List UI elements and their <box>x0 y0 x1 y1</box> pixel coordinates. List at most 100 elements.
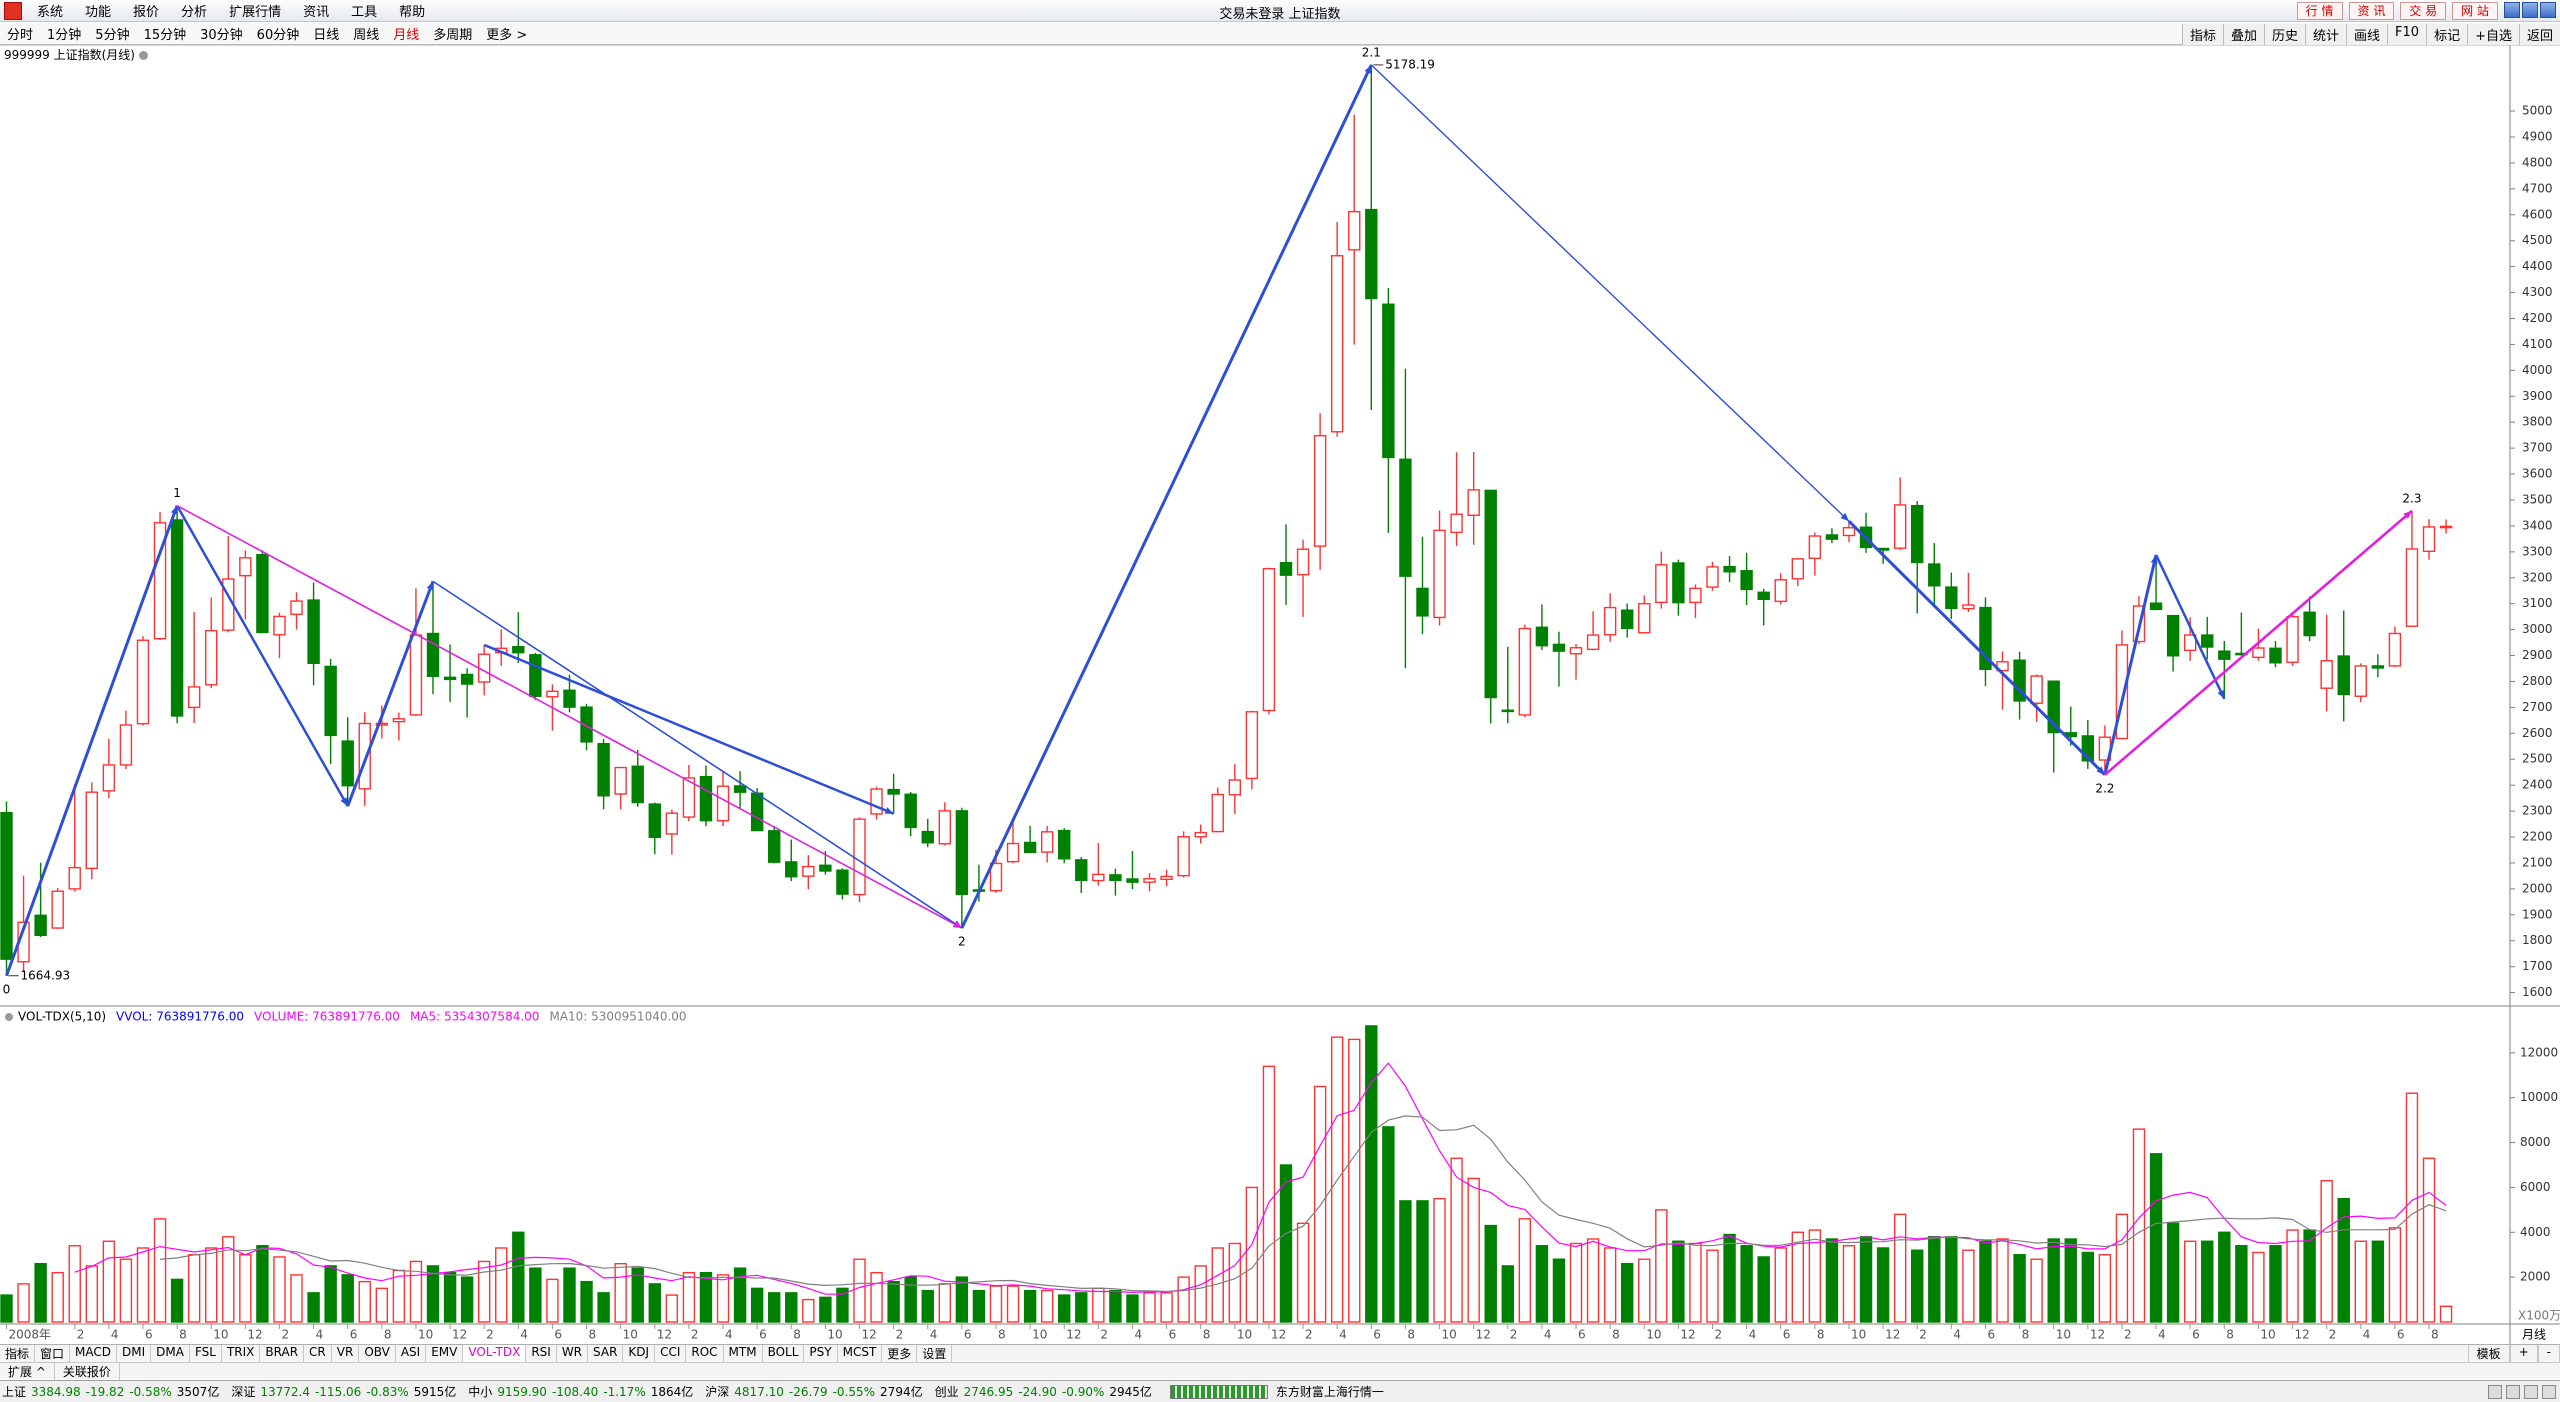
menu-item[interactable]: 工具 <box>351 5 378 20</box>
period-button[interactable]: 60分钟 <box>256 28 300 43</box>
candle-body <box>648 803 661 838</box>
index-change: -24.90 <box>1018 1385 1057 1399</box>
maximize-button[interactable] <box>2522 2 2538 18</box>
header-button[interactable]: 网 站 <box>2452 2 2498 20</box>
x-tick-label: 4 <box>2363 1328 2371 1342</box>
status-icon[interactable] <box>2524 1385 2538 1399</box>
indicator-tab[interactable]: MCST <box>838 1345 883 1362</box>
candle-body <box>443 676 457 681</box>
index-price: 3384.98 <box>31 1385 81 1399</box>
indicator-tab[interactable]: CR <box>304 1345 332 1362</box>
toolbar: 分时 1分钟 5分钟 15分钟 30分钟 60分钟 日线 周线 月线 多周期 更多 > 指标 叠加 历史… <box>0 23 2560 45</box>
indicator-tab[interactable]: DMI <box>117 1345 152 1362</box>
tool-button[interactable]: 画线 <box>2346 24 2388 45</box>
period-button[interactable]: 更多 > <box>486 28 528 43</box>
tool-button[interactable]: 返回 <box>2518 24 2560 45</box>
volume-bar <box>972 1289 986 1323</box>
indicator-tab[interactable]: VR <box>332 1345 360 1362</box>
menu-item[interactable]: 帮助 <box>399 5 426 20</box>
volume-bar <box>307 1292 320 1323</box>
menu-item[interactable]: 扩展行情 <box>229 5 282 20</box>
index-percent: -0.58% <box>129 1385 172 1399</box>
header-button[interactable]: 交 易 <box>2400 2 2447 20</box>
indicator-tab[interactable]: 更多 <box>882 1345 918 1362</box>
close-button[interactable] <box>2540 2 2556 18</box>
candle-body <box>1143 878 1156 883</box>
index-amount: 5915亿 <box>413 1385 457 1399</box>
indicator-tab[interactable]: OBV <box>359 1345 396 1362</box>
indicator-tab[interactable]: EMV <box>426 1345 464 1362</box>
status-icon[interactable] <box>2506 1385 2520 1399</box>
trend-arrow <box>1840 512 1849 522</box>
indicator-tab[interactable]: VOL-TDX <box>463 1345 527 1362</box>
period-button[interactable]: 1分钟 <box>47 28 82 43</box>
period-button[interactable]: 5分钟 <box>95 28 130 43</box>
indicator-tab[interactable]: ASI <box>396 1345 427 1362</box>
template-button[interactable]: - <box>2537 1345 2560 1362</box>
volume-bar <box>512 1231 525 1323</box>
header-button[interactable]: 行 情 <box>2296 2 2343 20</box>
volume-bar <box>17 1283 30 1323</box>
volume-bar <box>1365 1025 1378 1323</box>
x-tick-label: 6 <box>1987 1328 1995 1342</box>
volume-bar <box>1774 1247 1787 1323</box>
indicator-tab[interactable]: KDJ <box>623 1345 656 1362</box>
y-tick-label: 4400 <box>2522 259 2553 273</box>
candle-body <box>1774 579 1787 603</box>
extension-tab[interactable]: 扩展 ^ <box>0 1362 55 1380</box>
tool-button[interactable]: 统计 <box>2305 24 2347 45</box>
indicator-tab[interactable]: DMA <box>151 1345 190 1362</box>
menu-item[interactable]: 资讯 <box>303 5 330 20</box>
period-button[interactable]: 多周期 <box>433 28 473 43</box>
volume-bar <box>546 1278 559 1323</box>
tool-button[interactable]: 历史 <box>2263 24 2305 45</box>
menu-item[interactable]: 分析 <box>181 5 208 20</box>
indicator-tab[interactable]: FSL <box>190 1345 222 1362</box>
candle-body <box>2286 615 2299 663</box>
template-button[interactable]: + <box>2509 1345 2538 1362</box>
status-icon[interactable] <box>2542 1385 2556 1399</box>
volume-bar <box>1791 1231 1805 1323</box>
period-button[interactable]: 月线 <box>393 28 420 43</box>
candle-body <box>2149 602 2163 611</box>
indicator-tab[interactable]: TRIX <box>222 1345 261 1362</box>
period-button[interactable]: 15分钟 <box>143 28 187 43</box>
indicator-tab[interactable]: BOLL <box>763 1345 805 1362</box>
extension-tab[interactable]: 关联报价 <box>55 1362 120 1380</box>
indicator-tab[interactable]: 设置 <box>917 1345 953 1362</box>
tool-button[interactable]: 指标 <box>2181 24 2223 45</box>
volume-bar <box>2183 1240 2197 1323</box>
tool-button[interactable]: +自选 <box>2467 24 2519 45</box>
menu-item[interactable]: 功能 <box>85 5 112 20</box>
tool-button[interactable]: 叠加 <box>2222 24 2264 45</box>
period-button[interactable]: 周线 <box>353 28 380 43</box>
header-button[interactable]: 资 讯 <box>2348 2 2395 20</box>
tool-button[interactable]: 标记 <box>2426 24 2468 45</box>
indicator-tab[interactable]: BRAR <box>260 1345 305 1362</box>
indicator-tab[interactable]: RSI <box>526 1345 557 1362</box>
template-button[interactable]: 模板 <box>2467 1345 2510 1362</box>
indicator-tab[interactable]: PSY <box>804 1345 838 1362</box>
indicator-tab[interactable]: MACD <box>70 1345 118 1362</box>
volume-bar <box>1825 1238 1839 1323</box>
indicator-tab[interactable]: SAR <box>588 1345 624 1362</box>
indicator-tab[interactable]: ROC <box>686 1345 724 1362</box>
index-change: -115.06 <box>314 1385 362 1399</box>
period-button[interactable]: 分时 <box>7 28 34 43</box>
period-button[interactable]: 30分钟 <box>200 28 243 43</box>
menu-item[interactable]: 报价 <box>133 5 160 20</box>
status-icon[interactable] <box>2488 1385 2502 1399</box>
volume-bar <box>2320 1179 2333 1323</box>
menu-item[interactable]: 系统 <box>37 5 64 20</box>
indicator-tab[interactable]: WR <box>557 1345 589 1362</box>
indicator-tab[interactable]: 指标 <box>0 1345 36 1362</box>
candle-body <box>1569 647 1583 655</box>
indicator-tab[interactable]: MTM <box>724 1345 763 1362</box>
indicator-tab[interactable]: 窗口 <box>35 1345 71 1362</box>
minimize-button[interactable] <box>2504 2 2520 18</box>
period-button[interactable]: 日线 <box>313 28 340 43</box>
tool-button[interactable]: F10 <box>2387 24 2427 45</box>
header-icon[interactable] <box>138 51 148 60</box>
index-name: 沪深 <box>705 1385 730 1399</box>
indicator-tab[interactable]: CCI <box>655 1345 687 1362</box>
